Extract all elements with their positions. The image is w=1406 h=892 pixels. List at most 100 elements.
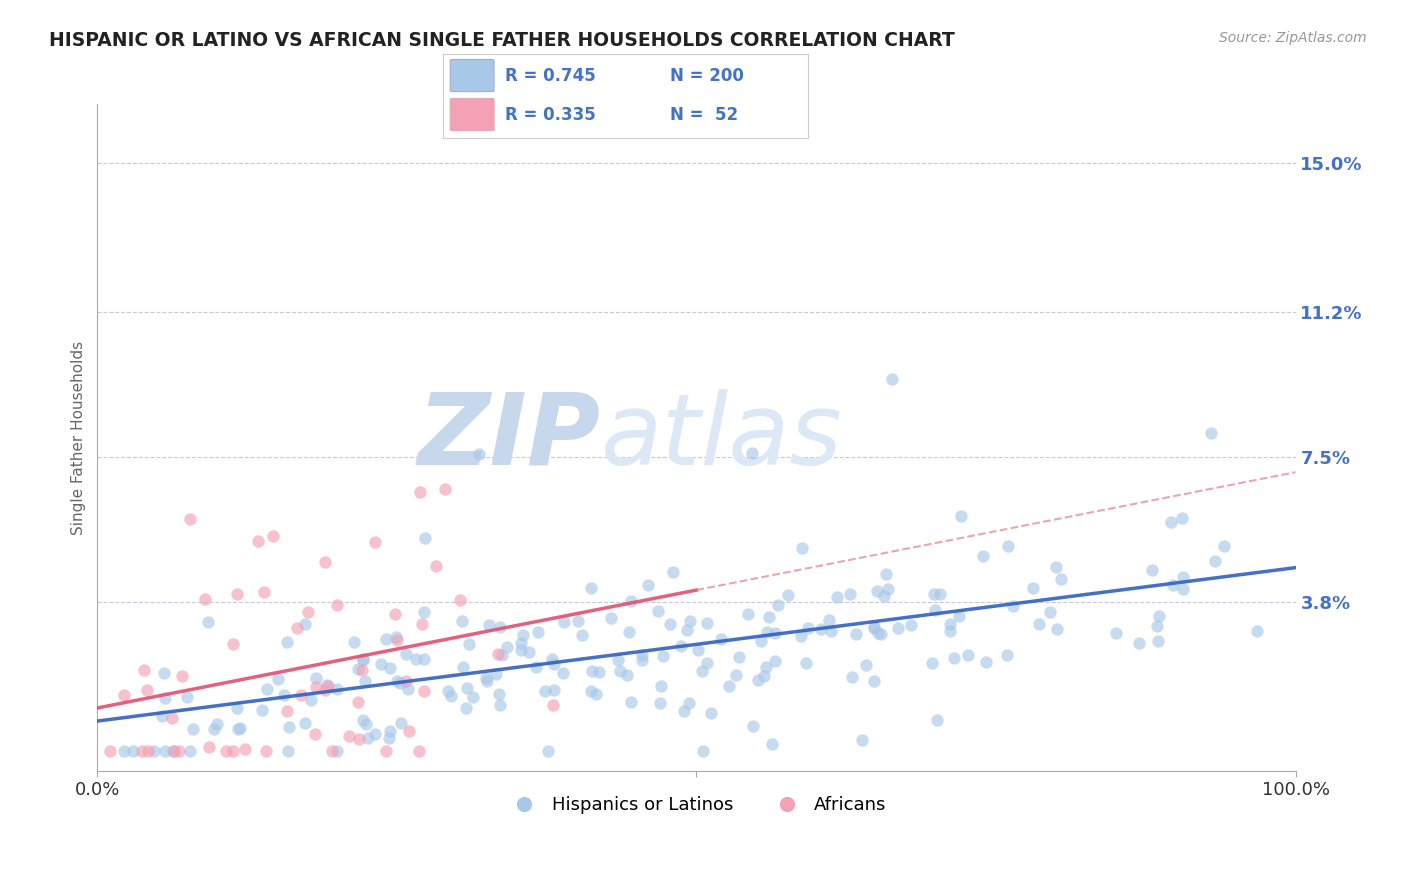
Point bbox=[352, 713, 374, 727]
Point bbox=[866, 584, 889, 599]
Point bbox=[678, 696, 700, 710]
Point bbox=[758, 609, 780, 624]
Point bbox=[724, 668, 747, 682]
Point bbox=[475, 671, 498, 685]
Point bbox=[384, 607, 406, 622]
Point bbox=[747, 673, 769, 688]
Point bbox=[398, 724, 420, 739]
Point bbox=[929, 587, 952, 601]
Point bbox=[451, 660, 474, 674]
Point bbox=[408, 744, 430, 758]
Point bbox=[112, 744, 135, 758]
Point bbox=[387, 673, 409, 688]
Point bbox=[179, 512, 201, 526]
Point bbox=[588, 665, 610, 680]
Point bbox=[136, 744, 159, 758]
Point bbox=[887, 621, 910, 635]
Point bbox=[727, 650, 749, 665]
Point bbox=[131, 744, 153, 758]
Point bbox=[620, 594, 643, 608]
Point bbox=[579, 581, 602, 595]
Point bbox=[942, 651, 965, 665]
Text: ZIP: ZIP bbox=[418, 389, 600, 486]
Point bbox=[374, 632, 396, 647]
Point bbox=[353, 673, 375, 688]
Point bbox=[454, 701, 477, 715]
Point bbox=[718, 679, 741, 693]
Point bbox=[658, 616, 681, 631]
Point bbox=[252, 702, 274, 716]
Point bbox=[817, 614, 839, 628]
Point bbox=[924, 603, 946, 617]
Point bbox=[325, 599, 347, 613]
Point bbox=[388, 676, 411, 690]
Point bbox=[316, 677, 339, 691]
Point bbox=[877, 582, 900, 597]
Point bbox=[925, 713, 948, 727]
FancyBboxPatch shape bbox=[450, 98, 494, 130]
Point bbox=[749, 633, 772, 648]
Point bbox=[862, 621, 884, 635]
Point bbox=[609, 664, 631, 678]
Point bbox=[378, 723, 401, 738]
Point bbox=[396, 682, 419, 697]
Point bbox=[922, 587, 945, 601]
Point bbox=[620, 695, 643, 709]
Text: R = 0.745: R = 0.745 bbox=[505, 67, 596, 85]
Point bbox=[299, 693, 322, 707]
Point bbox=[650, 679, 672, 693]
Point bbox=[763, 653, 786, 667]
Point bbox=[1160, 515, 1182, 529]
Point bbox=[1171, 570, 1194, 584]
Point bbox=[527, 625, 550, 640]
Point bbox=[413, 532, 436, 546]
Point bbox=[305, 671, 328, 685]
Text: HISPANIC OR LATINO VS AFRICAN SINGLE FATHER HOUSEHOLDS CORRELATION CHART: HISPANIC OR LATINO VS AFRICAN SINGLE FAT… bbox=[49, 31, 955, 50]
Point bbox=[321, 744, 343, 758]
Point bbox=[647, 603, 669, 617]
Point bbox=[347, 663, 370, 677]
Point bbox=[651, 649, 673, 664]
Point bbox=[409, 484, 432, 499]
Point bbox=[1171, 582, 1194, 597]
Text: atlas: atlas bbox=[600, 389, 842, 486]
Point bbox=[616, 668, 638, 682]
Point bbox=[222, 744, 245, 758]
Point bbox=[841, 671, 863, 685]
Point bbox=[541, 698, 564, 713]
Point bbox=[337, 730, 360, 744]
Point bbox=[437, 683, 460, 698]
Point bbox=[153, 691, 176, 706]
Point bbox=[326, 681, 349, 696]
Point bbox=[215, 744, 238, 758]
Point bbox=[838, 587, 860, 601]
Point bbox=[276, 635, 298, 649]
Point bbox=[176, 690, 198, 704]
Point bbox=[700, 706, 723, 721]
Point bbox=[534, 684, 557, 698]
Point bbox=[1028, 617, 1050, 632]
Point bbox=[579, 684, 602, 698]
Legend: Hispanics or Latinos, Africans: Hispanics or Latinos, Africans bbox=[499, 789, 894, 822]
Point bbox=[378, 731, 401, 746]
Point bbox=[752, 669, 775, 683]
Point bbox=[285, 621, 308, 635]
Point bbox=[755, 625, 778, 640]
Point bbox=[541, 652, 564, 666]
Point bbox=[676, 624, 699, 638]
Point bbox=[537, 744, 560, 758]
Point bbox=[304, 727, 326, 741]
Point bbox=[737, 607, 759, 621]
Point bbox=[509, 643, 531, 657]
Point bbox=[485, 666, 508, 681]
Point bbox=[948, 609, 970, 624]
Point bbox=[450, 614, 472, 628]
Point bbox=[631, 648, 654, 662]
Point bbox=[696, 656, 718, 670]
Point bbox=[1201, 426, 1223, 441]
Point bbox=[167, 744, 190, 758]
Point bbox=[290, 688, 312, 702]
Point bbox=[179, 744, 201, 758]
Point bbox=[394, 673, 416, 688]
Point bbox=[254, 744, 277, 758]
